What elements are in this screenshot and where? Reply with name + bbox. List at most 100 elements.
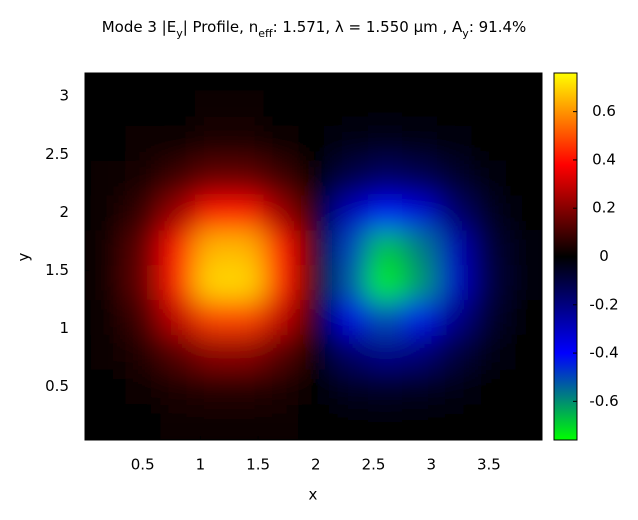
heatmap-cell — [160, 160, 196, 196]
heatmap-cell — [90, 194, 126, 231]
colorbar-tick-label: 0 — [599, 247, 609, 265]
heatmap-cell — [125, 194, 161, 231]
heatmap-cell — [367, 160, 403, 196]
title-text: : 91.4% — [469, 18, 526, 36]
title-text: Mode 3 |E — [102, 18, 176, 36]
heatmap-cell — [506, 299, 542, 335]
heatmap-cell — [333, 403, 369, 440]
heatmap-cell — [506, 90, 542, 126]
heatmap-cell — [402, 369, 438, 405]
heatmap-cell — [160, 229, 196, 266]
heatmap-cell — [229, 403, 265, 440]
heatmap-cell — [263, 369, 299, 405]
heatmap-cell — [402, 90, 438, 126]
colorbar-tick-label: 0.4 — [592, 150, 616, 168]
heatmap-cell — [90, 125, 126, 161]
heatmap-cell — [194, 299, 230, 335]
heatmap-cell — [436, 369, 473, 405]
colorbar-tick-label: 0.6 — [592, 102, 616, 120]
heatmap-cell — [471, 125, 507, 161]
heatmap-cell — [367, 194, 403, 231]
heatmap-cell — [160, 334, 196, 370]
heatmap-cell — [333, 125, 369, 161]
heatmap-cell — [471, 160, 507, 196]
heatmap-cell — [229, 334, 265, 370]
heatmap-cell — [194, 334, 230, 370]
heatmap-cell — [263, 264, 299, 300]
heatmap-cell — [298, 264, 334, 300]
heatmap-cell — [263, 160, 299, 196]
heatmap-cell — [263, 229, 299, 266]
heatmap-cell — [90, 160, 126, 196]
colorbar-tick-label: -0.6 — [589, 392, 618, 410]
heatmap-field — [90, 90, 542, 440]
heatmap-cell — [125, 125, 161, 161]
heatmap-cell — [160, 369, 196, 405]
heatmap-cell — [367, 264, 403, 300]
heatmap-cell — [160, 90, 196, 126]
heatmap-cell — [229, 369, 265, 405]
y-tick-label: 2 — [59, 203, 69, 221]
heatmap-cell — [298, 125, 334, 161]
heatmap-cell — [263, 90, 299, 126]
x-tick-label: 1 — [196, 456, 206, 474]
heatmap-cell — [229, 194, 265, 231]
heatmap-cell — [125, 90, 161, 126]
heatmap-cell — [506, 334, 542, 370]
heatmap-cell — [298, 194, 334, 231]
heatmap-cell — [506, 194, 542, 231]
heatmap-cell — [471, 194, 507, 231]
heatmap-cell — [367, 403, 403, 440]
x-axis-label: x — [309, 486, 318, 504]
heatmap-cell — [194, 403, 230, 440]
heatmap-cell — [194, 194, 230, 231]
heatmap-cell — [333, 299, 369, 335]
heatmap-cell — [367, 125, 403, 161]
heatmap-cell — [471, 264, 507, 300]
heatmap-cell — [436, 403, 473, 440]
heatmap-cell — [402, 160, 438, 196]
heatmap-cell — [436, 90, 473, 126]
heatmap-cell — [90, 299, 126, 335]
heatmap-cell — [402, 403, 438, 440]
heatmap-cell — [367, 334, 403, 370]
y-axis-label: y — [15, 252, 33, 261]
heatmap-cell — [298, 299, 334, 335]
heatmap-cell — [506, 229, 542, 266]
heatmap-cell — [471, 299, 507, 335]
heatmap-cell — [263, 194, 299, 231]
heatmap-cell — [436, 334, 473, 370]
heatmap-cell — [333, 229, 369, 266]
heatmap-cell — [436, 229, 473, 266]
heatmap-cell — [125, 369, 161, 405]
heatmap-cell — [90, 369, 126, 405]
heatmap-cell — [229, 90, 265, 126]
heatmap-cell — [229, 160, 265, 196]
heatmap-cell — [263, 334, 299, 370]
x-tick-label: 3 — [426, 456, 436, 474]
heatmap-cell — [229, 299, 265, 335]
y-tick-label: 1.5 — [45, 261, 69, 279]
heatmap-cell — [160, 299, 196, 335]
heatmap-cell — [125, 264, 161, 300]
heatmap-cell — [367, 299, 403, 335]
heatmap-cell — [160, 194, 196, 231]
heatmap-cell — [436, 194, 473, 231]
heatmap-cell — [436, 264, 473, 300]
heatmap-cell — [90, 90, 126, 126]
heatmap-cell — [506, 160, 542, 196]
title-text: : 1.571, λ = 1.550 µm , A — [273, 18, 463, 36]
heatmap-cell — [506, 403, 542, 440]
colorbar-tick-label: 0.2 — [592, 199, 616, 217]
heatmap — [90, 90, 542, 440]
heatmap-cell — [333, 369, 369, 405]
heatmap-cell — [471, 403, 507, 440]
heatmap-cell — [298, 403, 334, 440]
heatmap-cell — [194, 125, 230, 161]
colorbar-tick-label: -0.4 — [589, 344, 618, 362]
heatmap-cell — [90, 334, 126, 370]
heatmap-cell — [471, 334, 507, 370]
heatmap-cell — [125, 160, 161, 196]
heatmap-cell — [125, 403, 161, 440]
